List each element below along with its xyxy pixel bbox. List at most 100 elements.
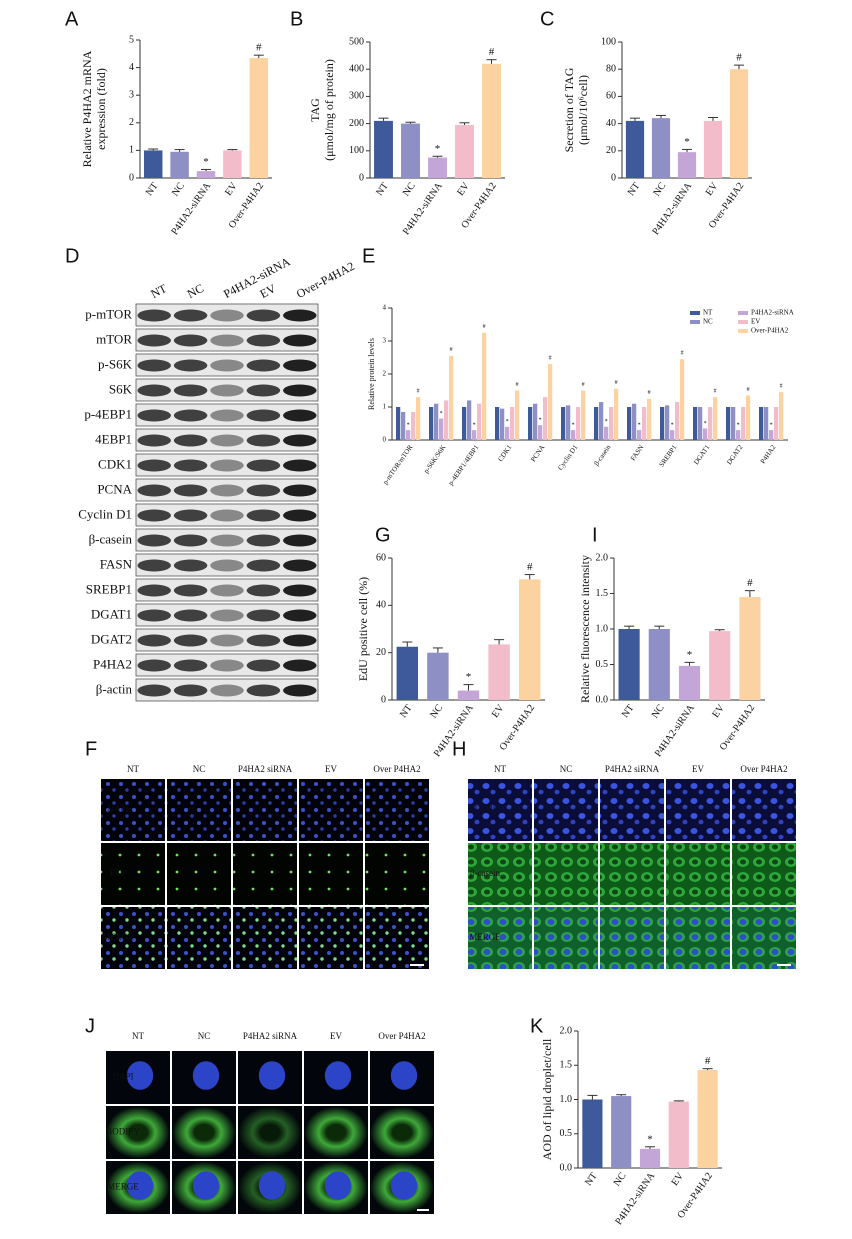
bar [736,430,741,440]
bar [505,426,510,440]
bar [495,407,500,440]
bar [396,646,419,700]
x-tick-label: NT [144,181,161,198]
blot-band [137,434,171,447]
micrograph [599,778,665,842]
row-label: MERGE [102,932,134,942]
significance-mark: # [615,380,618,386]
significance-mark: * [466,671,472,683]
significance-mark: # [648,390,651,396]
panel-letter: A [65,8,79,30]
y-tick-label: 1.0 [596,623,609,634]
row-label: BODIPY [106,1127,140,1137]
column-label: P4HA2 siRNA [605,764,660,774]
y-axis-label: (μmol/mg of protein) [322,59,336,161]
blot-band [246,334,281,347]
x-tick-label: NT [620,703,637,720]
row-label: β-casein [470,868,501,878]
blot-band [137,384,171,397]
bar [648,629,670,700]
y-tick-label: 4 [129,62,134,73]
bar [434,403,439,440]
blot-band [173,484,208,497]
column-label: P4HA2 siRNA [243,1031,298,1041]
column-label: NC [198,1031,211,1041]
y-tick-label: 200 [349,118,364,129]
micrograph [364,778,430,842]
cell-cytoplasm [238,1106,302,1159]
y-tick-label: 3 [383,337,387,345]
cell-nucleus [324,1061,352,1090]
blot-band [137,309,171,322]
x-tick-label: DGAT2 [725,443,745,466]
blot-band [246,634,281,647]
y-tick-label: 0 [129,172,134,183]
blot-band [137,684,171,697]
x-tick-label: SREBP1 [658,443,679,468]
panel-letter: G [375,524,391,546]
bar [632,403,637,440]
x-tick-label: DGAT1 [692,443,712,466]
lane-label: EV [258,281,279,301]
blot-band [210,359,244,372]
blot-band [210,584,244,597]
bar [759,407,764,440]
bar [411,411,416,440]
bar [416,397,421,440]
bar [703,428,708,440]
bar [406,430,411,440]
blot-band [173,634,208,647]
bar [396,407,401,440]
blot-band [137,509,171,522]
blot-row-label: β-actin [96,681,133,696]
cell-nucleus [390,1171,418,1200]
significance-mark: # [705,1055,711,1067]
panel-letter: J [85,1015,95,1037]
significance-mark: * [539,418,542,424]
x-tick-label: EV [669,1170,686,1188]
legend-label: NC [703,318,713,326]
bar [249,57,269,178]
bar [618,629,640,700]
bar [455,124,474,178]
micrograph [731,778,797,842]
blot-band [246,434,281,447]
micrograph [232,906,298,970]
significance-mark: * [687,649,693,661]
blot-band [283,359,317,372]
y-tick-label: 0.5 [596,659,609,670]
bar [697,1070,718,1168]
y-axis-label: TAG [308,98,322,122]
micrograph [533,778,599,842]
cell-nucleus [192,1061,220,1090]
bar [660,407,665,440]
x-tick-label: NT [583,1171,600,1188]
cell-cytoplasm [304,1106,368,1159]
micrograph [298,906,364,970]
legend-label: P4HA2-siRNA [751,309,794,317]
significance-mark: # [736,52,742,64]
significance-mark: # [516,382,519,388]
x-tick-label: EV [490,702,507,720]
y-tick-label: 0 [611,172,616,183]
micrograph [232,842,298,906]
x-tick-label: NC [401,180,418,198]
bar [599,402,604,440]
x-tick-label: NT [374,181,391,198]
significance-mark: * [440,411,443,417]
panel-letter: K [530,1015,544,1037]
micrograph [533,842,599,906]
bar [528,407,533,440]
blot-band [246,609,281,622]
blot-band [137,559,171,572]
bar [439,418,444,440]
blot-band [173,409,208,422]
significance-mark: # [483,324,486,330]
bar [533,403,538,440]
bar [401,123,420,178]
x-tick-label: β-casein [592,443,612,467]
y-axis-label: EdU positive cell (%) [356,577,370,681]
y-tick-label: 100 [349,145,364,156]
lane-label: P4HA2-siRNA [221,254,293,301]
significance-mark: # [681,351,684,357]
